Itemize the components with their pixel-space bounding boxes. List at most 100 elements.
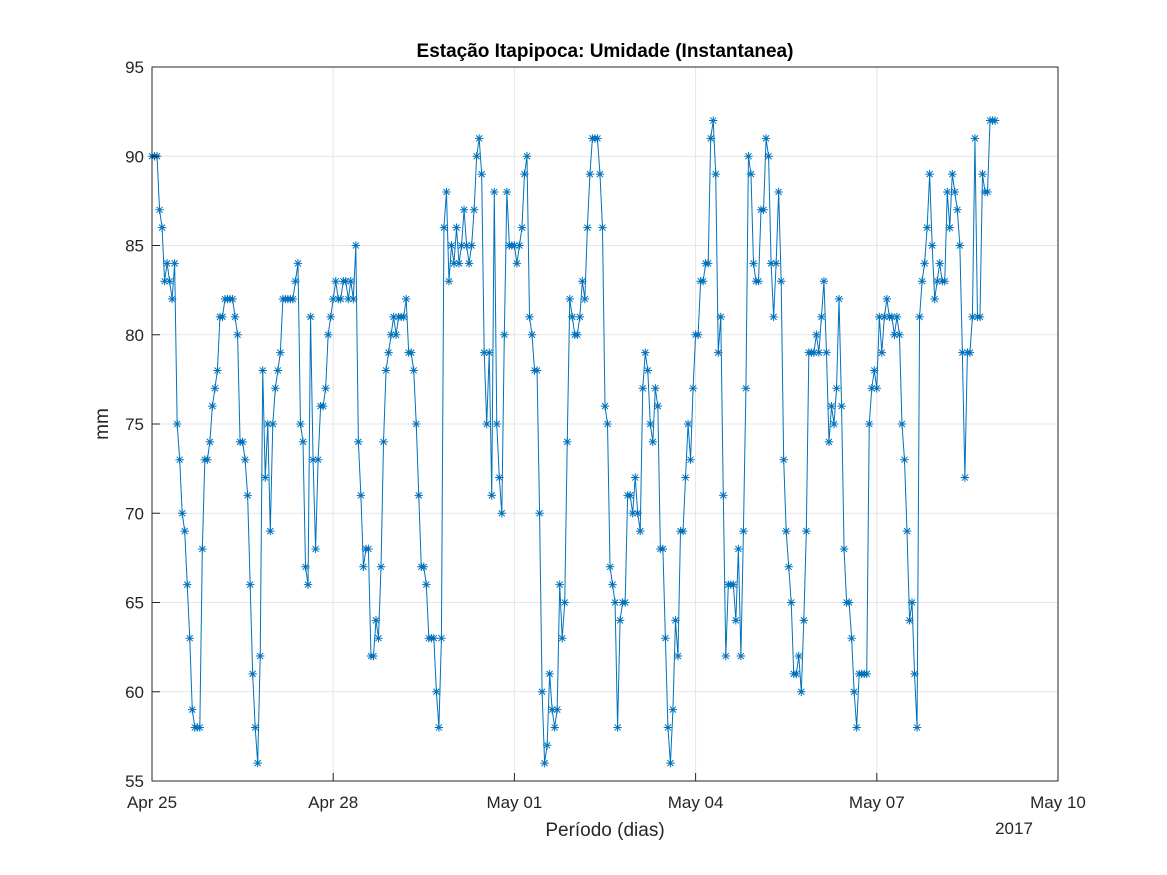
data-point [917,277,927,286]
data-point [308,455,318,464]
data-point [658,544,668,554]
y-tick-label: 75 [125,415,144,434]
data-point [970,134,980,143]
data-point [545,669,554,679]
data-point [990,116,1000,125]
x-tick-label: Apr 25 [127,793,177,812]
data-point [822,348,831,357]
data-point [276,348,285,357]
data-point [555,580,564,589]
data-point [940,277,949,286]
data-point [552,705,562,714]
data-point [492,419,501,429]
data-point [628,509,637,518]
data-point [922,223,932,232]
data-point [827,401,836,411]
data-point [905,616,914,625]
data-point [565,294,574,304]
data-point [734,544,743,554]
data-point [253,758,262,768]
data-point [401,294,411,304]
data-point [809,348,819,357]
chart-title: Estação Itapipoca: Umidade (Instantanea) [417,41,794,62]
data-point [633,509,642,518]
data-point [799,616,809,625]
data-point [688,384,698,393]
x-tick-label: May 07 [849,793,905,812]
data-point [698,277,708,286]
data-point [341,277,350,286]
data-point [719,491,728,500]
data-point [414,491,423,500]
series-group [147,116,1000,768]
data-point [852,723,861,732]
data-point [510,241,519,250]
data-point [912,723,922,732]
data-point [983,187,992,197]
data-point [897,419,907,429]
data-point [935,259,944,268]
data-point [303,580,313,589]
data-point [729,580,738,589]
data-point [172,419,182,429]
data-point [583,223,592,232]
data-point [787,598,796,607]
data-point [321,384,330,393]
data-point [178,509,187,518]
data-point [892,312,902,322]
data-point [213,366,222,375]
data-point [595,169,605,179]
data-point [301,562,310,571]
data-point [291,277,300,286]
data-point [444,277,454,286]
data-point [948,169,957,179]
data-point [739,526,748,536]
data-point [459,205,469,214]
data-point [960,473,970,482]
data-point [573,330,582,339]
data-point [638,384,647,393]
data-point [651,384,660,393]
data-point [502,187,512,197]
data-point [354,437,363,447]
data-point [890,330,899,339]
data-point [910,669,919,679]
data-point [185,634,194,643]
x-tick-label: May 01 [487,793,543,812]
data-point [953,205,962,214]
y-tick-label: 95 [125,58,144,77]
data-point [867,384,876,393]
data-point [381,366,391,375]
data-point [512,259,522,268]
data-point [288,294,298,304]
data-point [902,526,912,536]
data-point [746,169,756,179]
data-point [464,259,474,268]
data-point [487,491,496,500]
data-point [462,241,471,250]
data-point [749,259,758,268]
data-point [927,241,937,250]
data-point [865,419,874,429]
data-point [449,259,459,268]
data-point [847,634,856,643]
data-point [839,544,849,554]
data-point [625,491,635,500]
data-point [882,294,892,304]
data-point [540,758,549,768]
data-point [784,562,793,571]
data-point [409,366,418,375]
data-point [306,312,315,322]
data-point [266,526,275,536]
data-point [263,419,272,429]
data-point [205,437,215,447]
data-point [384,348,393,357]
data-point [522,152,532,161]
data-point [608,580,617,589]
data-point [391,330,401,339]
data-point [671,616,680,625]
data-point [575,312,585,322]
data-point [673,651,683,661]
y-tick-label: 70 [125,504,144,523]
data-point [271,384,280,393]
